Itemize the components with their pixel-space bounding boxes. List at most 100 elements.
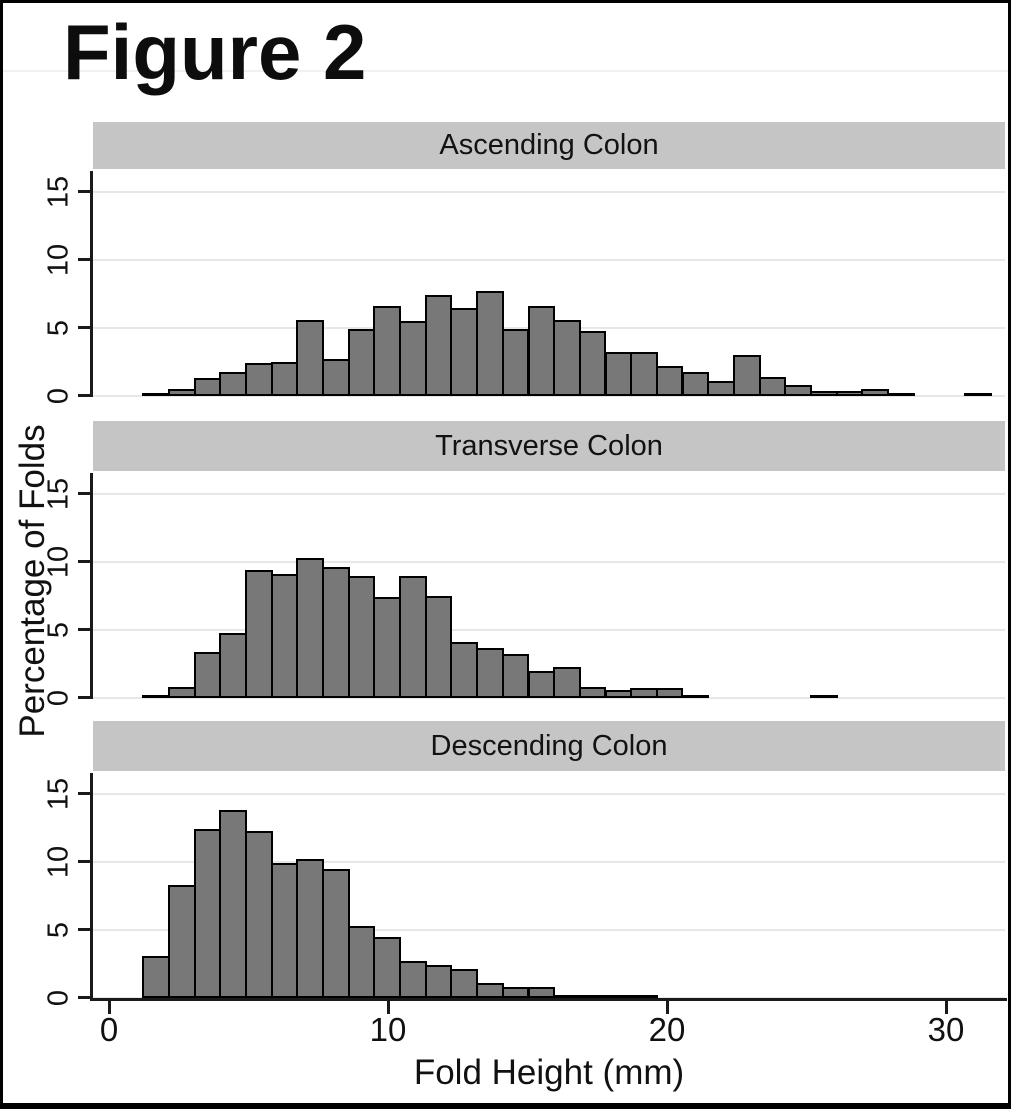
gridline <box>93 561 1005 563</box>
panel-title-ascending: Ascending Colon <box>439 129 659 161</box>
histogram-bar <box>501 329 530 396</box>
y-tick <box>78 560 90 563</box>
histogram-bar <box>168 885 196 998</box>
histogram-bar <box>630 352 658 396</box>
histogram-bar <box>886 393 915 396</box>
histogram-bar <box>322 359 350 396</box>
y-tick-label: 5 <box>42 621 75 639</box>
histogram-bar <box>142 695 171 698</box>
gridline <box>93 629 1005 631</box>
histogram-bar <box>809 390 838 396</box>
histogram-bar <box>553 666 581 698</box>
y-tick-label: 15 <box>42 477 75 511</box>
y-tick-label: 10 <box>42 845 75 879</box>
y-tick <box>78 394 90 397</box>
x-tick <box>666 1001 669 1014</box>
histogram-bar <box>270 362 299 396</box>
histogram-bar <box>758 376 787 396</box>
histogram-bar <box>296 319 325 396</box>
histogram-bar <box>578 995 607 998</box>
histogram-bar <box>681 695 710 698</box>
y-tick <box>78 696 90 699</box>
background-rule <box>3 70 1008 72</box>
histogram-bar <box>373 936 402 998</box>
y-axis-line <box>90 773 93 999</box>
x-tick-label: 30 <box>927 1011 965 1048</box>
histogram-bar <box>245 830 273 998</box>
histogram-bar <box>193 829 222 998</box>
y-tick <box>78 492 90 495</box>
histogram-bar <box>450 642 479 698</box>
gridline <box>93 861 1005 863</box>
histogram-bar <box>142 955 171 998</box>
panel-title-transverse: Transverse Colon <box>435 429 663 462</box>
y-axis-line <box>90 473 93 699</box>
histogram-bar <box>707 381 735 396</box>
histogram-bar <box>322 567 350 698</box>
histogram-bar <box>219 810 248 998</box>
y-tick-label: 10 <box>42 545 75 579</box>
y-tick-label: 0 <box>42 689 75 707</box>
gridline <box>93 191 1005 193</box>
histogram-bar <box>630 995 658 998</box>
histogram-bar <box>501 654 530 698</box>
histogram-bar <box>450 969 479 998</box>
histogram-bar <box>296 859 325 998</box>
histogram-bar <box>476 983 504 998</box>
histogram-bar <box>142 393 171 396</box>
panel-plot-ascending: 0 5 10 15 <box>43 169 1005 404</box>
histogram-bar <box>245 570 273 698</box>
y-tick <box>78 190 90 193</box>
histogram-bar <box>476 647 504 698</box>
x-tick-label: 0 <box>99 1011 119 1048</box>
y-tick <box>78 996 90 999</box>
histogram-bar <box>270 863 299 998</box>
x-axis-line <box>90 998 1007 1001</box>
histogram-bar <box>219 632 248 698</box>
histogram-bar <box>168 687 196 698</box>
y-tick-label: 0 <box>42 989 75 1007</box>
histogram-bar <box>809 695 838 698</box>
histogram-bar <box>424 295 453 396</box>
histogram-bar <box>655 688 684 698</box>
histogram-bar <box>373 597 402 698</box>
y-tick-label: 5 <box>42 319 75 337</box>
histogram-bar <box>578 687 607 698</box>
histogram-bar <box>424 965 453 998</box>
gridline <box>93 793 1005 795</box>
histogram-bar <box>963 392 992 396</box>
histogram-bar <box>527 670 556 698</box>
y-tick-label: 15 <box>42 175 75 209</box>
panel-plot-transverse: 0 5 10 15 <box>43 471 1005 706</box>
histogram-bar <box>681 371 710 396</box>
histogram-bar <box>168 389 196 396</box>
histogram-bar <box>476 291 504 396</box>
histogram-bar <box>655 366 684 396</box>
histogram-bar <box>732 355 761 396</box>
figure-title: Figure 2 <box>63 8 367 96</box>
histogram-bar <box>604 995 633 998</box>
histogram-bar <box>245 363 273 396</box>
x-tick-label: 10 <box>369 1011 407 1048</box>
gridline <box>93 259 1005 261</box>
y-tick <box>78 628 90 631</box>
y-tick-label: 15 <box>42 777 75 811</box>
histogram-bar <box>399 321 427 396</box>
histogram-bar <box>527 987 556 998</box>
histogram-bar <box>270 574 299 698</box>
histogram-bar <box>373 306 402 396</box>
histogram-bar <box>347 925 376 998</box>
panel-header-transverse: Transverse Colon <box>93 421 1005 471</box>
histogram-bar <box>784 385 812 396</box>
histogram-bar <box>193 378 222 396</box>
histogram-bar <box>347 329 376 396</box>
panel-header-ascending: Ascending Colon <box>93 122 1005 169</box>
histogram-bar <box>630 688 658 698</box>
histogram-bar <box>578 330 607 396</box>
histogram-bar <box>835 390 864 396</box>
y-axis-line <box>90 171 93 397</box>
gridline <box>93 697 1005 699</box>
histogram-bar <box>219 371 248 396</box>
histogram-bar <box>527 306 556 396</box>
